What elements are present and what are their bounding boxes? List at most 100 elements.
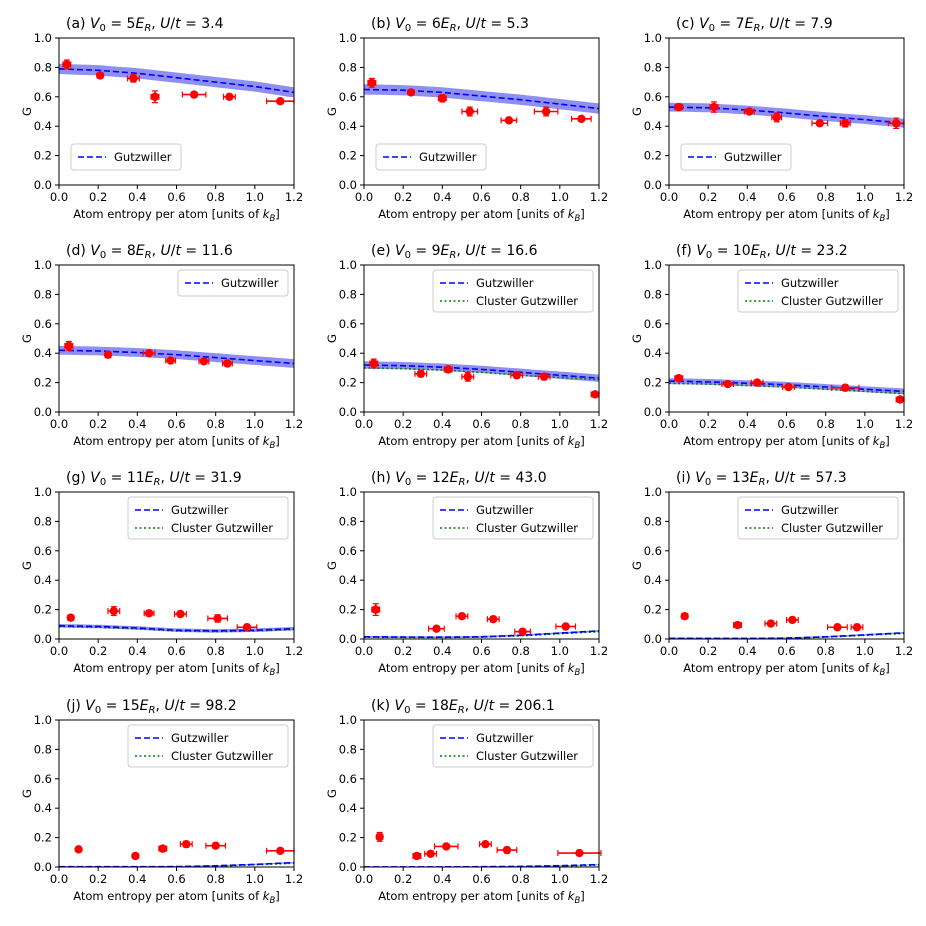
data-marker: [144, 349, 154, 358]
data-point: [150, 90, 160, 104]
x-tick-label: 0.4: [128, 417, 146, 431]
y-tick-label: 0.2: [34, 831, 52, 845]
legend-cluster-label: Cluster Gutzwiller: [476, 749, 578, 763]
x-tick-label: 0.2: [394, 190, 412, 204]
y-tick-label: 0.6: [339, 317, 357, 331]
data-marker: [166, 356, 175, 365]
legend-cluster-label: Cluster Gutzwiller: [476, 521, 578, 535]
y-tick-label: 0.8: [339, 60, 357, 74]
data-marker: [150, 92, 160, 102]
x-tick-label: 0.8: [207, 872, 225, 886]
data-point: [207, 614, 229, 623]
legend-cluster-label: Cluster Gutzwiller: [781, 521, 883, 535]
data-point: [514, 627, 532, 636]
data-marker: [438, 94, 447, 103]
data-point: [555, 622, 577, 631]
data-point: [486, 614, 500, 624]
y-tick-label: 0.8: [339, 287, 357, 301]
legend-gutzwiller-label: Gutzwiller: [724, 150, 782, 164]
legend: Gutzwiller: [680, 143, 792, 171]
plot-area: [364, 84, 599, 185]
legend: Gutzwiller Cluster Gutzwiller: [737, 269, 899, 313]
data-marker: [131, 851, 140, 861]
data-point: [455, 612, 469, 621]
data-marker: [674, 102, 683, 112]
data-point: [181, 90, 207, 99]
data-marker: [103, 350, 113, 359]
data-marker: [561, 622, 570, 631]
data-point: [570, 114, 592, 124]
data-point: [74, 845, 83, 854]
panel-d: (d) V0 = 8ER, U/t = 11.6 0.0 0.2 0.4 0.6 0.8 1…: [20, 243, 303, 451]
data-point: [895, 395, 905, 404]
data-marker: [62, 60, 72, 69]
plot-area: [669, 632, 904, 639]
data-point: [221, 359, 233, 368]
data-marker: [489, 614, 498, 624]
data-marker: [426, 849, 435, 858]
data-marker: [590, 390, 600, 399]
x-tick-label: 0.0: [355, 872, 373, 886]
data-point: [827, 623, 848, 632]
x-tick-label: 0.8: [512, 190, 530, 204]
data-marker: [752, 378, 762, 387]
y-tick-label: 0.6: [34, 772, 52, 786]
data-point: [433, 842, 459, 851]
x-tick-label: 0.2: [89, 417, 107, 431]
data-point: [443, 365, 453, 374]
data-point: [205, 841, 227, 850]
x-axis-label: Atom entropy per atom [units of kB]: [73, 434, 280, 451]
x-tick-label: 1.0: [856, 417, 874, 431]
data-point: [674, 102, 684, 112]
y-tick-label: 0.6: [339, 544, 357, 558]
x-tick-label: 0.8: [817, 417, 835, 431]
data-point: [369, 358, 379, 369]
x-tick-label: 0.4: [433, 644, 451, 658]
y-tick-label: 0.0: [34, 405, 52, 419]
data-point: [750, 378, 764, 387]
data-point: [265, 97, 295, 106]
panel-title: (b) V0 = 6ER, U/t = 5.3: [371, 16, 529, 34]
y-tick-label: 0.4: [644, 119, 662, 133]
y-tick-label: 0.2: [644, 149, 662, 163]
x-axis-label: Atom entropy per atom [units of kB]: [73, 207, 280, 224]
data-point: [198, 357, 210, 366]
x-tick-label: 0.0: [355, 190, 373, 204]
y-tick-label: 0.6: [644, 544, 662, 558]
data-point: [406, 88, 416, 97]
y-tick-label: 0.0: [339, 632, 357, 646]
x-tick-label: 1.2: [895, 417, 913, 431]
data-point: [107, 606, 121, 617]
y-tick-label: 0.4: [644, 346, 662, 360]
x-tick-label: 1.0: [246, 872, 264, 886]
x-tick-label: 0.0: [355, 644, 373, 658]
gutzwiller-line: [59, 349, 294, 365]
data-point: [461, 371, 475, 382]
data-point: [103, 350, 113, 359]
data-marker: [213, 614, 222, 623]
y-tick-label: 0.0: [339, 860, 357, 874]
y-tick-label: 0.4: [34, 573, 52, 587]
data-marker: [745, 107, 754, 116]
data-point: [173, 609, 187, 619]
x-tick-label: 0.6: [777, 417, 795, 431]
y-tick-label: 0.8: [34, 287, 52, 301]
x-tick-label: 0.8: [207, 190, 225, 204]
x-tick-label: 1.2: [285, 190, 303, 204]
legend-box: [432, 496, 594, 540]
data-marker: [242, 623, 252, 632]
data-marker: [371, 605, 380, 614]
x-tick-label: 1.0: [551, 644, 569, 658]
x-tick-label: 0.2: [699, 190, 717, 204]
legend: Gutzwiller Cluster Gutzwiller: [127, 496, 289, 540]
cluster-gutzwiller-line: [364, 367, 599, 381]
y-tick-label: 0.8: [34, 60, 52, 74]
y-axis-label: G: [20, 334, 34, 343]
y-tick-label: 0.2: [34, 376, 52, 390]
data-point: [367, 77, 377, 88]
x-axis-label: Atom entropy per atom [units of kB]: [378, 661, 585, 678]
y-tick-label: 0.6: [339, 772, 357, 786]
y-tick-label: 0.2: [644, 376, 662, 390]
data-point: [428, 624, 445, 633]
y-tick-label: 0.0: [34, 632, 52, 646]
